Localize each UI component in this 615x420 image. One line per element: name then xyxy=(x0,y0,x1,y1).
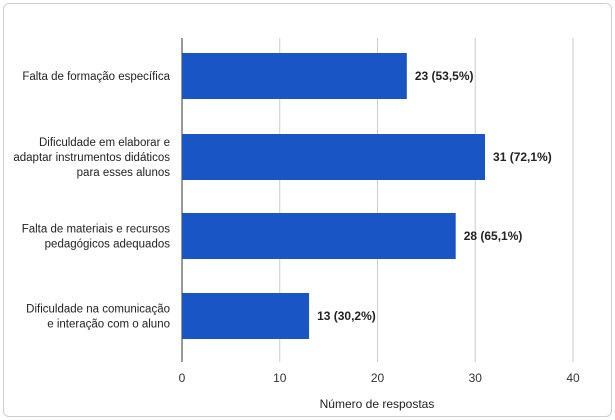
x-axis-title: Número de respostas xyxy=(320,397,435,411)
data-label: 28 (65,1%) xyxy=(464,229,523,243)
category-label-line: Dificuldade em elaborar e xyxy=(39,137,170,149)
bar xyxy=(182,213,456,259)
category-label-line: Dificuldade na comunicação xyxy=(26,304,170,316)
bar xyxy=(182,134,486,180)
category-label: Dificuldade na comunicação e interação co… xyxy=(26,304,170,331)
bar xyxy=(182,53,407,99)
x-tick-label: 10 xyxy=(273,371,287,385)
x-tick-label: 30 xyxy=(469,371,483,385)
x-tick-label: 0 xyxy=(179,371,186,385)
data-label: 31 (72,1%) xyxy=(493,150,552,164)
category-label: Falta de materiais e recursos pedagógicos… xyxy=(22,224,171,251)
category-label-line: Falta de formação específica xyxy=(22,71,170,83)
category-label-line: adaptar instrumentos didáticos xyxy=(13,152,170,164)
category-label-line: para esses alunos xyxy=(77,167,171,179)
data-label: 23 (53,5%) xyxy=(415,69,474,83)
category-label: Dificuldade em elaborar e adaptar instrum… xyxy=(13,137,170,179)
category-label-line: e interação com o aluno xyxy=(47,319,170,331)
bar xyxy=(182,293,310,339)
category-label: Falta de formação específica xyxy=(22,71,170,83)
x-tick-label: 40 xyxy=(566,371,580,385)
category-label-line: pedagógicos adequados xyxy=(45,239,171,251)
data-label: 13 (30,2%) xyxy=(317,309,376,323)
x-tick-label: 20 xyxy=(371,371,385,385)
category-label-line: Falta de materiais e recursos xyxy=(22,224,171,236)
